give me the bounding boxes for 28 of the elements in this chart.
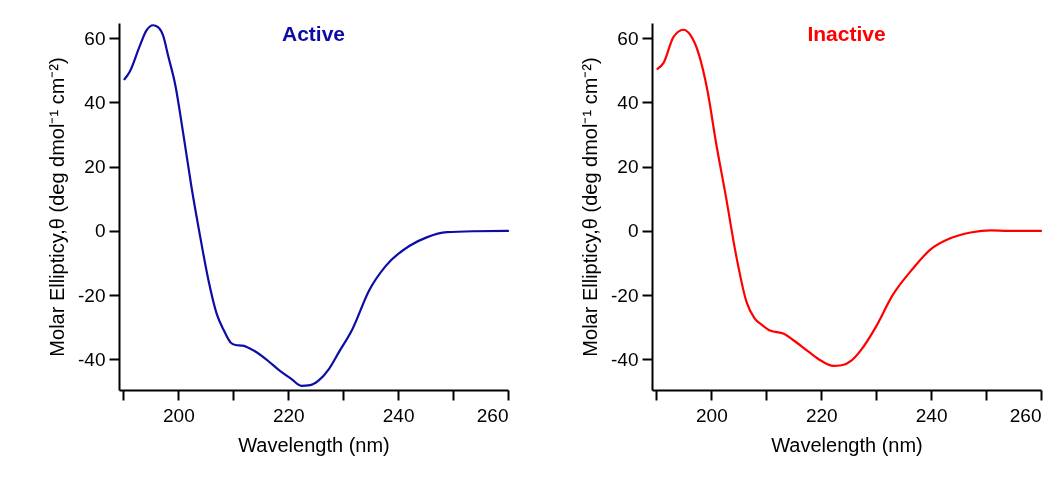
line-series (656, 28, 1043, 367)
y-tick-label: -40 (78, 348, 106, 370)
y-tick-label: 0 (94, 220, 106, 242)
y-tick-label: -20 (611, 284, 639, 306)
x-tick-label: 240 (915, 404, 948, 426)
y-tick-label: 40 (617, 91, 639, 113)
x-axis-title: Wavelength (nm) (238, 433, 390, 456)
x-tick-label: 200 (695, 404, 728, 426)
x-axis-title: Wavelength (nm) (771, 433, 923, 456)
line-series (123, 24, 510, 387)
x-tick-label: 240 (382, 404, 415, 426)
y-tick-label: -20 (78, 284, 106, 306)
x-tick-label: 220 (805, 404, 838, 426)
y-tick-label: -40 (611, 348, 639, 370)
x-tick-label: 260 (1009, 404, 1042, 426)
y-axis-title: Molar Ellipticy,θ (deg dmol⁻¹ cm⁻²) (46, 57, 69, 357)
y-tick-label: 60 (84, 27, 106, 49)
x-tick-label: 200 (162, 404, 195, 426)
y-axis-title: Molar Ellipticy,θ (deg dmol⁻¹ cm⁻²) (579, 57, 602, 357)
y-tick-label: 20 (84, 156, 106, 178)
y-tick-label: 60 (617, 27, 639, 49)
chart-title: Active (281, 22, 346, 45)
x-tick-label: 220 (272, 404, 305, 426)
y-tick-label: 40 (84, 91, 106, 113)
chart-title: Inactive (807, 22, 886, 45)
y-tick-label: 0 (627, 220, 639, 242)
x-tick-label: 260 (476, 404, 509, 426)
y-tick-label: 20 (617, 156, 639, 178)
